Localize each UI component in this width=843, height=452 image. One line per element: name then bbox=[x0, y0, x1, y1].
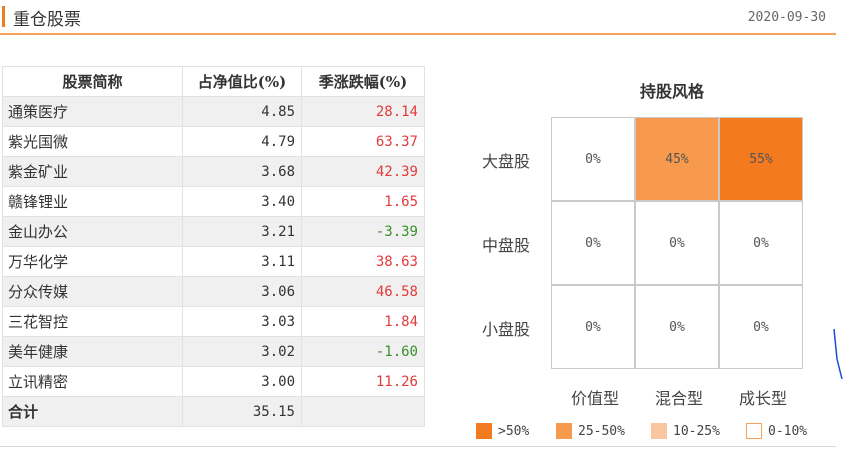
stock-name: 美年健康 bbox=[2, 336, 183, 367]
quarter-change: 28.14 bbox=[301, 96, 425, 127]
table-row: 赣锋锂业 3.40 1.65 bbox=[2, 186, 425, 217]
quarter-change: 1.84 bbox=[301, 306, 425, 337]
nav-ratio: 4.79 bbox=[182, 126, 302, 157]
quarter-change: -3.39 bbox=[301, 216, 425, 247]
style-cell: 0% bbox=[635, 285, 719, 369]
style-cell: 0% bbox=[551, 285, 635, 369]
stock-name: 三花智控 bbox=[2, 306, 183, 337]
legend-label: 0-10% bbox=[768, 423, 808, 439]
style-box-title: 持股风格 bbox=[640, 82, 705, 101]
stock-name: 分众传媒 bbox=[2, 276, 183, 307]
table-row: 美年健康 3.02 -1.60 bbox=[2, 336, 425, 367]
total-change-empty bbox=[301, 396, 425, 427]
legend-item-10-25: 10-25% bbox=[651, 421, 720, 441]
quarter-change: 63.37 bbox=[301, 126, 425, 157]
table-body: 通策医疗 4.85 28.14 紫光国微 4.79 63.37 紫金矿业 3.68 42.39 赣… bbox=[2, 96, 425, 427]
stock-name: 金山办公 bbox=[2, 216, 183, 247]
style-cell: 0% bbox=[719, 201, 803, 285]
stock-name: 通策医疗 bbox=[2, 96, 183, 127]
nav-ratio: 3.02 bbox=[182, 336, 302, 367]
legend-label: 25-50% bbox=[578, 423, 625, 439]
stock-name: 立讯精密 bbox=[2, 366, 183, 397]
quarter-change: 1.65 bbox=[301, 186, 425, 217]
bottom-divider bbox=[0, 446, 836, 447]
table-row: 三花智控 3.03 1.84 bbox=[2, 306, 425, 337]
legend-swatch bbox=[556, 423, 572, 439]
col-label-growth: 成长型 bbox=[738, 389, 787, 408]
nav-ratio: 3.00 bbox=[182, 366, 302, 397]
style-cell: 55% bbox=[719, 117, 803, 201]
quarter-change: 42.39 bbox=[301, 156, 425, 187]
stock-name: 紫金矿业 bbox=[2, 156, 183, 187]
table-total-row: 合计 35.15 bbox=[2, 396, 425, 427]
col-label-blend: 混合型 bbox=[654, 389, 703, 408]
section-header: 重仓股票 2020-09-30 bbox=[0, 0, 836, 35]
table-header-row: 股票简称 占净值比(%) 季涨跌幅(%) bbox=[2, 66, 425, 97]
table-row: 紫光国微 4.79 63.37 bbox=[2, 126, 425, 157]
quarter-change: -1.60 bbox=[301, 336, 425, 367]
legend-label: >50% bbox=[498, 423, 530, 439]
report-date: 2020-09-30 bbox=[747, 10, 826, 25]
legend-item-gt50: >50% bbox=[476, 421, 529, 441]
style-cell: 45% bbox=[635, 117, 719, 201]
table-row: 紫金矿业 3.68 42.39 bbox=[2, 156, 425, 187]
table-row: 万华化学 3.11 38.63 bbox=[2, 246, 425, 277]
stray-pen-mark bbox=[833, 328, 843, 380]
nav-ratio: 3.03 bbox=[182, 306, 302, 337]
nav-ratio: 3.06 bbox=[182, 276, 302, 307]
col-header-name: 股票简称 bbox=[2, 66, 183, 97]
legend-swatch bbox=[476, 423, 492, 439]
legend-label: 10-25% bbox=[673, 423, 720, 439]
nav-ratio: 4.85 bbox=[182, 96, 302, 127]
table-row: 分众传媒 3.06 46.58 bbox=[2, 276, 425, 307]
col-header-change: 季涨跌幅(%) bbox=[301, 66, 425, 97]
legend-swatch bbox=[651, 423, 667, 439]
table-row: 金山办公 3.21 -3.39 bbox=[2, 216, 425, 247]
row-label-mid: 中盘股 bbox=[482, 236, 531, 255]
legend-item-25-50: 25-50% bbox=[556, 421, 625, 441]
nav-ratio: 3.40 bbox=[182, 186, 302, 217]
style-cell: 0% bbox=[551, 201, 635, 285]
nav-ratio: 3.11 bbox=[182, 246, 302, 277]
quarter-change: 38.63 bbox=[301, 246, 425, 277]
row-label-small: 小盘股 bbox=[482, 320, 531, 339]
style-cell: 0% bbox=[551, 117, 635, 201]
style-cell: 0% bbox=[635, 201, 719, 285]
section-title: 重仓股票 bbox=[13, 10, 81, 30]
stock-name: 紫光国微 bbox=[2, 126, 183, 157]
quarter-change: 46.58 bbox=[301, 276, 425, 307]
holdings-table: 股票简称 占净值比(%) 季涨跌幅(%) 通策医疗 4.85 28.14 紫光国微 4.… bbox=[2, 66, 425, 427]
total-ratio: 35.15 bbox=[182, 396, 302, 427]
col-label-value: 价值型 bbox=[570, 389, 619, 408]
style-grid: 0% 45% 55% 0% 0% 0% 0% 0% 0% bbox=[551, 117, 804, 370]
table-row: 通策医疗 4.85 28.14 bbox=[2, 96, 425, 127]
style-cell: 0% bbox=[719, 285, 803, 369]
stock-name: 万华化学 bbox=[2, 246, 183, 277]
row-label-large: 大盘股 bbox=[482, 152, 531, 171]
header-accent-bar bbox=[2, 6, 5, 27]
table-row: 立讯精密 3.00 11.26 bbox=[2, 366, 425, 397]
quarter-change: 11.26 bbox=[301, 366, 425, 397]
total-label: 合计 bbox=[2, 396, 183, 427]
stock-name: 赣锋锂业 bbox=[2, 186, 183, 217]
legend-swatch bbox=[746, 423, 762, 439]
nav-ratio: 3.21 bbox=[182, 216, 302, 247]
col-header-ratio: 占净值比(%) bbox=[182, 66, 302, 97]
nav-ratio: 3.68 bbox=[182, 156, 302, 187]
legend-item-0-10: 0-10% bbox=[746, 421, 807, 441]
